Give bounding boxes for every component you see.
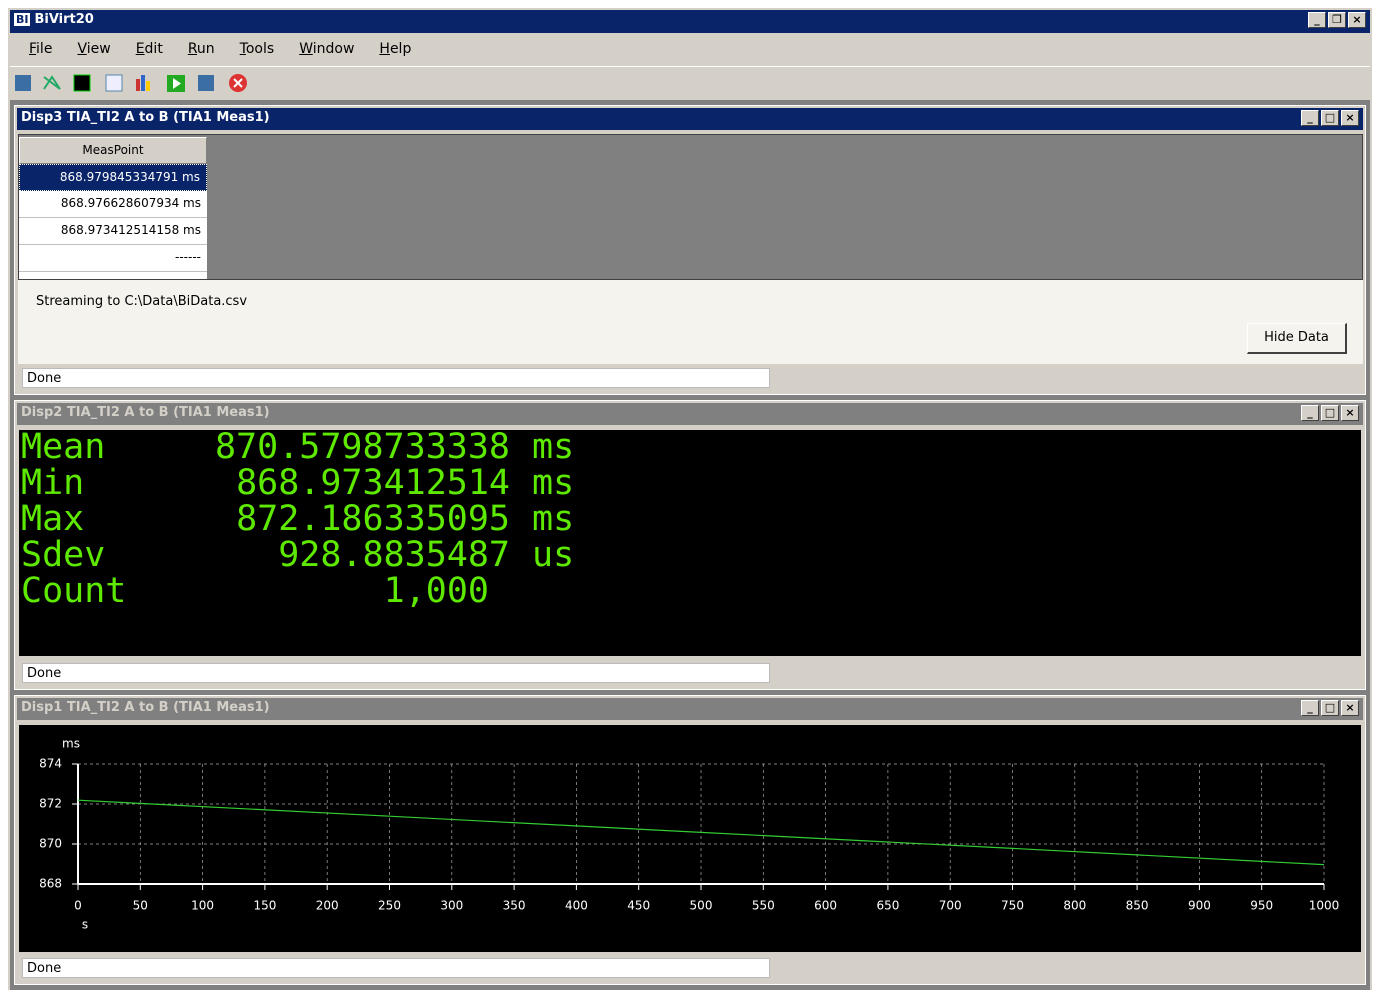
stat-value: 868.973412514 <box>236 463 510 503</box>
tool-icon[interactable] <box>43 75 61 90</box>
toolbar <box>10 66 1370 98</box>
menu-item[interactable]: Run <box>187 41 215 57</box>
menu-item[interactable]: File <box>29 41 53 57</box>
x-tick-label: 900 <box>1188 899 1211 913</box>
stream-text: Streaming to C:\Data\BiData.csv <box>36 294 248 309</box>
y-tick-label: 874 <box>39 757 62 771</box>
status-bar: Done <box>18 366 1363 392</box>
minimize[interactable]: _ <box>1301 700 1319 716</box>
stat-label: Mean <box>21 430 105 467</box>
minimize[interactable]: _ <box>1308 12 1326 28</box>
maximize[interactable]: □ <box>1321 110 1339 126</box>
close[interactable]: × <box>1341 405 1359 421</box>
y-tick-label: 870 <box>39 837 62 851</box>
minimize[interactable]: _ <box>1301 110 1319 126</box>
x-axis-label: s <box>82 918 88 932</box>
grid-area <box>18 134 1363 280</box>
tool-icon[interactable] <box>15 75 31 91</box>
x-tick-label: 450 <box>627 899 650 913</box>
status-bar: Done <box>18 661 1363 687</box>
stat-unit: us <box>532 535 574 575</box>
status-text: Done <box>22 958 770 978</box>
chart: 868 870 872 874 0 50 100 150 200 250 300 350 400 450 5… <box>19 725 1361 952</box>
x-tick-label: 350 <box>503 899 526 913</box>
x-tick-label: 950 <box>1250 899 1273 913</box>
restore[interactable]: ❐ <box>1328 12 1346 28</box>
info-panel <box>18 280 1363 364</box>
stat-label: Sdev <box>21 535 105 575</box>
y-axis-label: ms <box>62 737 80 751</box>
x-tick-label: 300 <box>440 899 463 913</box>
x-tick-label: 750 <box>1001 899 1024 913</box>
x-tick-label: 650 <box>876 899 899 913</box>
maximize[interactable]: □ <box>1321 700 1339 716</box>
close[interactable]: × <box>1341 110 1359 126</box>
x-tick-label: 0 <box>74 899 82 913</box>
x-tick-label: 700 <box>939 899 962 913</box>
data-table: MeasPoint 868.979845334791 ms 868.9766286… <box>19 137 207 279</box>
disp2-title: Disp2 TIA_TI2 A to B (TIA1 Meas1) <box>21 405 270 420</box>
tool-icon[interactable] <box>73 74 91 92</box>
disp2-titlebar: Disp2 TIA_TI2 A to B (TIA1 Meas1) _ □ × <box>17 403 1363 425</box>
table-cell[interactable]: 868.979845334791 ms <box>19 164 207 191</box>
stat-label: Min <box>21 463 84 503</box>
stat-label: Count <box>21 571 126 611</box>
stat-label: Max <box>21 499 84 539</box>
x-tick-label: 850 <box>1126 899 1149 913</box>
app-icon: BI <box>14 13 31 26</box>
stat-unit: ms <box>532 430 574 467</box>
disp1-title: Disp1 TIA_TI2 A to B (TIA1 Meas1) <box>21 700 270 715</box>
x-tick-label: 250 <box>378 899 401 913</box>
stats-display: Mean 870.5798733338 ms Min 868.973412514 ms Ma… <box>19 430 1361 656</box>
x-tick-label: 100 <box>191 899 214 913</box>
close[interactable]: × <box>1341 700 1359 716</box>
menu-bar: File View Edit Run Tools Window Help <box>10 36 1370 64</box>
x-tick-label: 50 <box>133 899 148 913</box>
stat-value: 928.8835487 <box>278 535 510 575</box>
x-tick-label: 800 <box>1063 899 1086 913</box>
column-header[interactable]: MeasPoint <box>19 137 207 164</box>
stat-unit: ms <box>532 463 574 503</box>
stat-value: 872.186335095 <box>236 499 510 539</box>
hide-data-button[interactable]: Hide Data <box>1247 323 1347 354</box>
y-tick-label: 868 <box>39 877 62 891</box>
table-cell[interactable]: 868.973412514158 ms <box>19 218 207 245</box>
status-text: Done <box>22 663 770 683</box>
tool-icon[interactable] <box>105 74 123 92</box>
menu-item[interactable]: Help <box>379 41 412 57</box>
stat-value: 1,000 <box>384 571 489 611</box>
x-tick-label: 150 <box>253 899 276 913</box>
table-cell[interactable]: 868.976628607934 ms <box>19 191 207 218</box>
x-tick-label: 400 <box>565 899 588 913</box>
tool-icon[interactable] <box>198 75 214 91</box>
status-bar: Done <box>18 956 1363 982</box>
maximize[interactable]: □ <box>1321 405 1339 421</box>
disp3-title: Disp3 TIA_TI2 A to B (TIA1 Meas1) <box>21 110 270 125</box>
stat-value: 870.5798733338 <box>215 430 510 467</box>
x-tick-label: 500 <box>690 899 713 913</box>
y-tick-label: 872 <box>39 797 62 811</box>
app-title: BiVirt20 <box>34 12 94 27</box>
minimize[interactable]: _ <box>1301 405 1319 421</box>
menu-item[interactable]: Window <box>299 41 355 57</box>
x-tick-label: 600 <box>814 899 837 913</box>
status-text: Done <box>22 368 770 388</box>
data-line <box>77 799 1325 866</box>
menu-item[interactable]: Edit <box>135 41 163 57</box>
x-tick-label: 200 <box>316 899 339 913</box>
close[interactable]: × <box>1348 12 1366 28</box>
app-titlebar: BI BiVirt20 _ ❐ × <box>10 10 1370 33</box>
disp3-titlebar: Disp3 TIA_TI2 A to B (TIA1 Meas1) _ □ × <box>17 108 1363 130</box>
table-cell[interactable]: ------ <box>19 245 207 272</box>
menu-item[interactable]: Tools <box>239 41 275 57</box>
x-tick-label: 1000 <box>1309 899 1340 913</box>
toolbar-icons <box>15 74 247 92</box>
tool-icon[interactable] <box>136 79 140 91</box>
x-tick-label: 550 <box>752 899 775 913</box>
stat-unit: ms <box>532 499 574 539</box>
menu-item[interactable]: View <box>77 41 111 57</box>
disp1-titlebar: Disp1 TIA_TI2 A to B (TIA1 Meas1) _ □ × <box>17 698 1363 720</box>
